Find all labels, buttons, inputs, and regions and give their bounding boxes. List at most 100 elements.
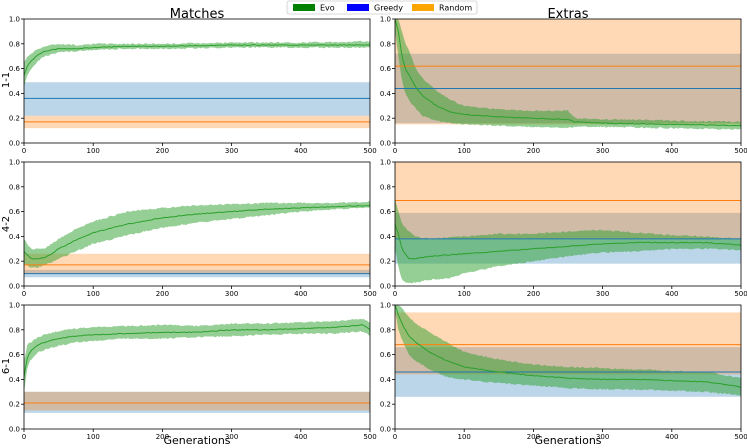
y-tick-label: 0.0 <box>9 283 20 291</box>
x-tick-label: 500 <box>363 290 376 298</box>
panel-4-2-extras: 0.0 0.2 0.4 0.6 0.8 1.0 0 100 200 300 400 500 <box>380 159 747 299</box>
plot-area-6-1-extras <box>395 305 741 397</box>
x-tick-label: 200 <box>527 433 540 441</box>
evo-band-4-2-extras <box>395 199 741 284</box>
y-tick-label: 0.8 <box>380 40 391 48</box>
y-tick-label: 0.2 <box>380 115 391 123</box>
x-tick-label: 0 <box>393 433 397 441</box>
x-axis-label-right: Generations <box>534 434 601 447</box>
evo-band-4-2-matches <box>24 200 370 268</box>
axes-frame-6-1-matches <box>23 304 371 430</box>
x-tick-label: 400 <box>294 433 307 441</box>
legend-label-evo: Evo <box>320 4 335 13</box>
y-tick-label: 0.6 <box>9 208 21 216</box>
y-tick-label: 1.0 <box>380 16 391 24</box>
y-tick-label: 0.8 <box>9 183 20 191</box>
y-tick-label: 1.0 <box>380 159 391 167</box>
random-band-4-2-matches <box>24 253 370 274</box>
x-axis-label-left: Generations <box>163 434 230 447</box>
panel-6-1-extras: 0.0 0.2 0.4 0.6 0.8 1.0 0 100 200 300 400 500 <box>380 302 747 442</box>
y-tick-label: 0.8 <box>9 40 20 48</box>
evo-band-6-1-matches <box>24 318 370 392</box>
x-tick-label: 100 <box>458 433 471 441</box>
axes-frame-4-2-extras <box>394 161 742 287</box>
evo-line-1-1-matches <box>24 44 370 76</box>
y-tick-label: 0.6 <box>380 351 392 359</box>
plot-area-1-1-extras <box>395 19 741 130</box>
x-tick-label: 300 <box>225 433 238 441</box>
x-tick-label: 500 <box>363 147 376 155</box>
x-tick-label: 100 <box>458 290 471 298</box>
y-tick-label: 0.6 <box>9 65 21 73</box>
y-tick-label: 0.2 <box>9 258 20 266</box>
x-tick-label: 300 <box>596 290 609 298</box>
y-tick-label: 1.0 <box>9 16 20 24</box>
x-tick-label: 0 <box>22 147 26 155</box>
y-tick-label: 0.6 <box>380 208 392 216</box>
column-title-matches: Matches <box>170 7 225 22</box>
y-tick-label: 0.8 <box>380 326 391 334</box>
x-tick-label: 500 <box>734 147 747 155</box>
y-tick-label: 0.2 <box>380 401 391 409</box>
row-label-4-2: 4-2 <box>1 216 12 232</box>
y-tick-label: 0.0 <box>380 283 391 291</box>
evo-band-6-1-extras <box>395 305 741 396</box>
x-tick-label: 500 <box>734 290 747 298</box>
axes-frame-4-2-matches <box>23 161 371 287</box>
x-tick-label: 300 <box>225 147 238 155</box>
y-tick-label: 0.4 <box>380 90 392 98</box>
evo-line-4-2-extras <box>395 224 741 260</box>
x-tick-label: 0 <box>393 290 397 298</box>
x-tick-label: 200 <box>156 433 169 441</box>
y-tick-label: 0.4 <box>380 233 392 241</box>
y-tick-label: 0.4 <box>9 233 21 241</box>
panels: 0.00.20.40.60.81.00 100 200 300 400 5000.00.2… <box>9 16 747 442</box>
random-band-6-1-matches <box>24 391 370 411</box>
y-tick-label: 0.2 <box>9 115 20 123</box>
y-tick-label: 0.0 <box>380 140 391 148</box>
row-label-1-1: 1-1 <box>1 72 12 88</box>
y-tick-label: 0.8 <box>380 183 391 191</box>
legend-label-random: Random <box>439 4 472 13</box>
panel-1-1-matches: 0.0 0.2 0.4 0.6 0.8 1.0 0 100 200 300 400 500 <box>9 16 377 156</box>
y-tick-label: 1.0 <box>9 302 20 310</box>
y-tick-label: 0.0 <box>9 140 20 148</box>
x-tick-label: 100 <box>87 147 100 155</box>
x-tick-label: 400 <box>294 290 307 298</box>
plot-area-4-2-extras <box>395 162 741 284</box>
plot-area-6-1-matches <box>24 318 370 413</box>
y-tick-label: 0.0 <box>380 426 391 434</box>
legend: Evo Greedy Random <box>286 0 478 15</box>
axes-frame-1-1-matches <box>23 18 371 144</box>
x-tick-label: 200 <box>527 147 540 155</box>
legend-swatch-random <box>412 4 434 11</box>
y-tick-label: 0.2 <box>9 401 20 409</box>
x-tick-label: 200 <box>527 290 540 298</box>
panel-1-1-extras: 0.0 0.2 0.4 0.6 0.8 1.0 0 100 200 300 400 500 <box>380 16 747 156</box>
x-tick-label: 0 <box>22 290 26 298</box>
y-tick-label: 0.4 <box>9 376 21 384</box>
x-tick-label: 400 <box>294 147 307 155</box>
y-tick-label: 0.6 <box>9 351 21 359</box>
x-tick-label: 400 <box>665 290 678 298</box>
evo-line-6-1-extras <box>395 305 741 388</box>
x-tick-label: 400 <box>665 433 678 441</box>
evo-band-1-1-matches <box>24 40 370 87</box>
y-tick-label: 0.0 <box>9 426 20 434</box>
y-tick-label: 0.6 <box>380 65 392 73</box>
panel-4-2-matches: 0.0 0.2 0.4 0.6 0.8 1.0 0 100 200 300 400 500 <box>9 159 377 299</box>
x-tick-label: 500 <box>734 433 747 441</box>
x-tick-label: 300 <box>596 147 609 155</box>
x-tick-label: 100 <box>87 290 100 298</box>
x-tick-label: 500 <box>363 433 376 441</box>
evo-line-6-1-matches <box>24 324 370 377</box>
x-tick-label: 300 <box>596 433 609 441</box>
x-tick-label: 100 <box>87 433 100 441</box>
legend-swatch-greedy <box>347 4 369 11</box>
legend-label-greedy: Greedy <box>374 4 403 13</box>
row-label-6-1: 6-1 <box>1 358 12 374</box>
x-tick-label: 200 <box>156 147 169 155</box>
y-tick-label: 0.2 <box>380 258 391 266</box>
y-tick-label: 0.4 <box>9 90 21 98</box>
